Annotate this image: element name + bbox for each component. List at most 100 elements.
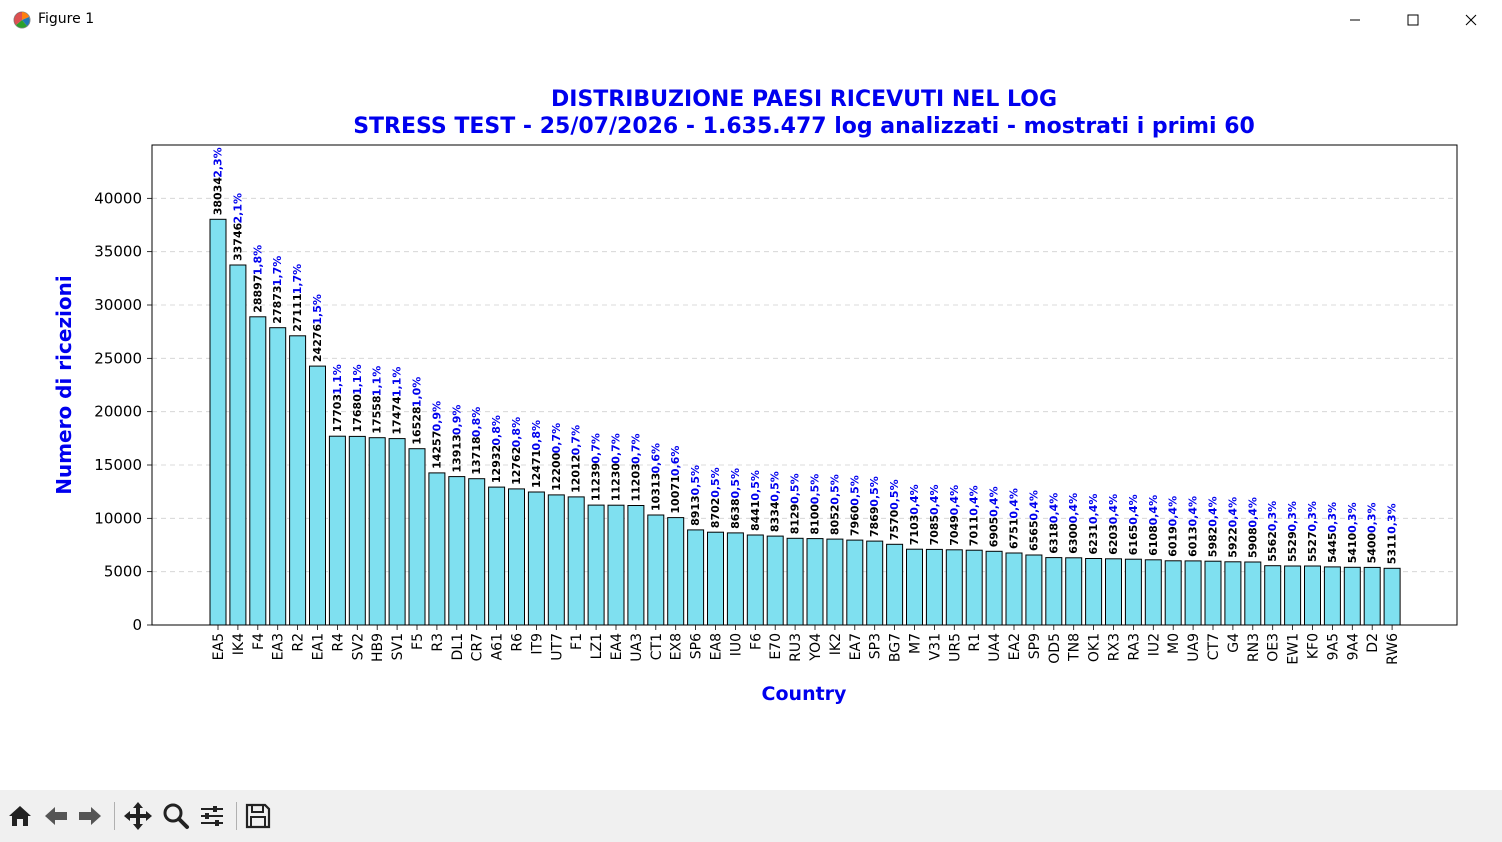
x-tick-label: RA3 xyxy=(1126,633,1142,661)
value-label: 5410 xyxy=(1346,532,1359,563)
value-label: 13718 xyxy=(470,436,483,474)
x-tick-label: SP9 xyxy=(1027,633,1043,659)
x-axis-label: Country xyxy=(762,683,848,705)
value-label: 8702 xyxy=(709,498,722,529)
back-button[interactable] xyxy=(40,800,72,832)
percent-label: 0,9% xyxy=(450,405,463,436)
home-button[interactable] xyxy=(4,800,36,832)
bar xyxy=(328,435,346,626)
percent-label: 0,5% xyxy=(709,467,722,498)
percent-label: 0,6% xyxy=(649,443,662,474)
maximize-button[interactable] xyxy=(1384,0,1442,40)
percent-label: 1,1% xyxy=(371,366,384,397)
percent-label: 0,4% xyxy=(1207,496,1220,527)
bar xyxy=(1105,558,1122,626)
x-tick-label: IU2 xyxy=(1146,633,1162,656)
value-label: 11203 xyxy=(629,463,642,501)
value-label: 12200 xyxy=(550,452,563,491)
x-tick-label: IU0 xyxy=(728,633,744,656)
back-arrow-icon xyxy=(45,807,67,825)
y-tick-label: 20000 xyxy=(94,403,142,421)
x-tick-label: UR5 xyxy=(947,633,963,662)
value-label: 7049 xyxy=(948,515,961,546)
bar xyxy=(1224,561,1242,626)
x-tick-label: EA2 xyxy=(1007,633,1023,660)
x-tick-label: BG7 xyxy=(888,633,904,662)
x-tick-label: EA8 xyxy=(709,633,725,660)
value-label: 7570 xyxy=(888,509,901,540)
x-tick-label: 9A5 xyxy=(1325,633,1341,660)
x-tick-label: EA1 xyxy=(311,633,327,660)
percent-label: 0,3% xyxy=(1366,502,1379,533)
x-tick-label: RX3 xyxy=(1107,633,1123,661)
value-label: 6019 xyxy=(1167,526,1180,557)
y-tick-label: 40000 xyxy=(94,189,142,207)
value-label: 5400 xyxy=(1366,532,1379,563)
save-disk-icon xyxy=(245,803,271,829)
bar xyxy=(567,496,585,626)
x-tick-label: R4 xyxy=(330,633,346,652)
percent-label: 0,4% xyxy=(1127,494,1140,525)
bar xyxy=(368,437,386,626)
value-label: 33746 xyxy=(231,222,244,261)
bar xyxy=(906,548,923,626)
x-tick-label: SP3 xyxy=(868,633,884,659)
percent-label: 0,7% xyxy=(550,423,563,454)
pan-button[interactable] xyxy=(122,800,154,832)
x-tick-label: A61 xyxy=(490,633,506,660)
value-label: 6300 xyxy=(1067,523,1080,554)
x-tick-label: EA5 xyxy=(211,633,227,660)
bar xyxy=(925,548,943,626)
value-label: 10313 xyxy=(649,473,662,511)
bar xyxy=(1045,557,1063,626)
bar xyxy=(1005,552,1023,626)
percent-label: 0,7% xyxy=(590,433,603,464)
save-button[interactable] xyxy=(242,800,274,832)
bar xyxy=(309,365,326,626)
x-tick-label: RU3 xyxy=(788,633,804,662)
bar xyxy=(488,486,506,626)
bar xyxy=(587,504,605,626)
value-label: 7103 xyxy=(908,515,921,546)
forward-button[interactable] xyxy=(74,800,106,832)
zoom-button[interactable] xyxy=(160,800,192,832)
x-tick-label: UT7 xyxy=(549,633,565,661)
value-label: 13913 xyxy=(450,434,463,472)
minimize-icon xyxy=(1350,19,1360,21)
minimize-button[interactable] xyxy=(1326,0,1384,40)
value-label: 6108 xyxy=(1147,525,1160,556)
value-label: 6013 xyxy=(1187,526,1200,557)
x-tick-label: EA7 xyxy=(848,633,864,660)
bar xyxy=(965,549,983,626)
bar xyxy=(766,535,784,626)
percent-label: 0,7% xyxy=(610,433,623,464)
bar xyxy=(1164,560,1182,626)
bar xyxy=(1025,554,1043,626)
value-label: 6751 xyxy=(1008,518,1021,549)
bar xyxy=(547,494,565,626)
figure-canvas[interactable]: 38034 2,3% EA5 33746 2,1% IK4 28897 1,8% F4 27873… xyxy=(0,40,1502,790)
value-label: 27111 xyxy=(291,294,304,332)
value-label: 16528 xyxy=(411,406,424,444)
percent-label: 0,4% xyxy=(1167,496,1180,527)
bar xyxy=(1065,557,1083,626)
close-button[interactable] xyxy=(1442,0,1500,40)
configure-subplots-button[interactable] xyxy=(196,800,228,832)
value-label: 7011 xyxy=(968,516,981,547)
value-label: 7960 xyxy=(848,505,861,536)
percent-label: 0,4% xyxy=(1147,495,1160,526)
x-tick-label: DL1 xyxy=(450,633,466,661)
bar xyxy=(269,327,287,626)
bar xyxy=(1363,566,1381,626)
value-label: 5445 xyxy=(1326,532,1339,563)
x-tick-label: UA3 xyxy=(629,633,645,662)
x-tick-label: F5 xyxy=(410,633,426,650)
bar xyxy=(209,218,227,626)
bar xyxy=(289,335,307,626)
bar xyxy=(1304,565,1321,626)
x-tick-label: F4 xyxy=(251,633,267,650)
bar xyxy=(846,539,864,626)
x-tick-label: IK2 xyxy=(828,633,844,655)
y-tick-label: 5000 xyxy=(104,563,142,581)
percent-label: 0,6% xyxy=(669,446,682,477)
